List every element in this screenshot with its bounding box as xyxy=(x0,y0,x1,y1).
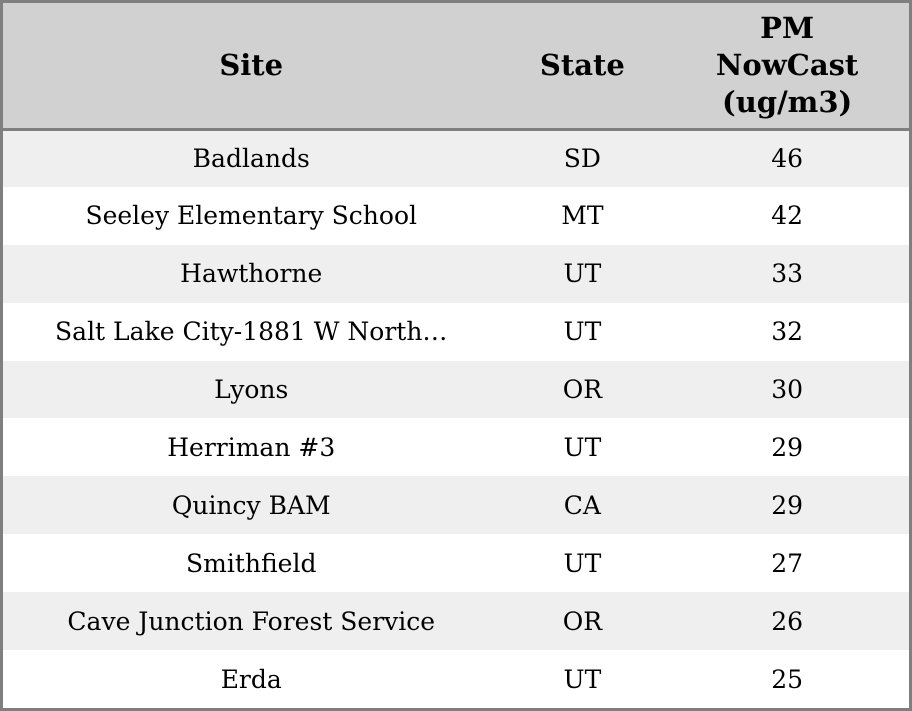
cell-pm: 29 xyxy=(771,490,804,520)
cell-site: Seeley Elementary School xyxy=(85,201,417,231)
cell-pm: 33 xyxy=(771,259,804,289)
cell-site: Quincy BAM xyxy=(171,490,331,520)
cell-site: Smithfield xyxy=(186,548,317,578)
cell-pm: 30 xyxy=(771,375,804,404)
cell-state: MT xyxy=(561,201,604,231)
table-row: Smithfield UT 27 xyxy=(3,534,909,593)
table-row: Salt Lake City-1881 W North… UT 32 xyxy=(3,302,909,361)
table-row: Cave Junction Forest Service OR 26 xyxy=(3,592,909,651)
col-header-site: Site xyxy=(3,3,500,131)
cell-state: UT xyxy=(563,259,602,289)
cell-site: Salt Lake City-1881 W North… xyxy=(55,317,448,347)
cell-state: OR xyxy=(562,375,603,404)
table-row: Erda UT 25 xyxy=(3,650,909,708)
table-row: Herriman #3 UT 29 xyxy=(3,418,909,477)
cell-site: Herriman #3 xyxy=(167,432,336,462)
cell-pm: 29 xyxy=(771,432,804,462)
cell-site: Hawthorne xyxy=(180,259,323,289)
cell-site: Lyons xyxy=(214,375,289,404)
cell-state: UT xyxy=(563,664,602,694)
cell-state: UT xyxy=(563,432,602,462)
col-header-state: State xyxy=(499,3,666,131)
cell-pm: 46 xyxy=(771,144,804,174)
table-body: Badlands SD 46 Seeley Elementary School MT 42… xyxy=(3,129,909,708)
cell-state: UT xyxy=(563,548,602,578)
cell-pm: 27 xyxy=(771,548,804,578)
cell-pm: 32 xyxy=(771,317,804,347)
cell-state: OR xyxy=(562,606,603,636)
cell-site: Badlands xyxy=(192,144,310,174)
cell-site: Cave Junction Forest Service xyxy=(67,606,436,636)
cell-pm: 25 xyxy=(771,664,804,694)
table-row: Hawthorne UT 33 xyxy=(3,244,909,303)
cell-state: UT xyxy=(563,317,602,347)
table-header: Site State PM NowCast (ug/m3) xyxy=(3,3,909,131)
cell-pm: 42 xyxy=(771,201,804,231)
cell-site: Erda xyxy=(220,664,282,694)
cell-pm: 26 xyxy=(771,606,804,636)
table-row: Seeley Elementary School MT 42 xyxy=(3,186,909,245)
table-row: Badlands SD 46 xyxy=(3,129,909,187)
header-row: Site State PM NowCast (ug/m3) xyxy=(3,3,909,131)
table-row: Quincy BAM CA 29 xyxy=(3,476,909,535)
table-row: Lyons OR 30 xyxy=(3,360,909,419)
cell-state: CA xyxy=(563,490,601,520)
cell-state: SD xyxy=(563,144,601,174)
col-header-pm-nowcast: PM NowCast (ug/m3) xyxy=(665,3,909,131)
pm-nowcast-table: Site State PM NowCast (ug/m3) Badlands SD… xyxy=(3,3,909,708)
